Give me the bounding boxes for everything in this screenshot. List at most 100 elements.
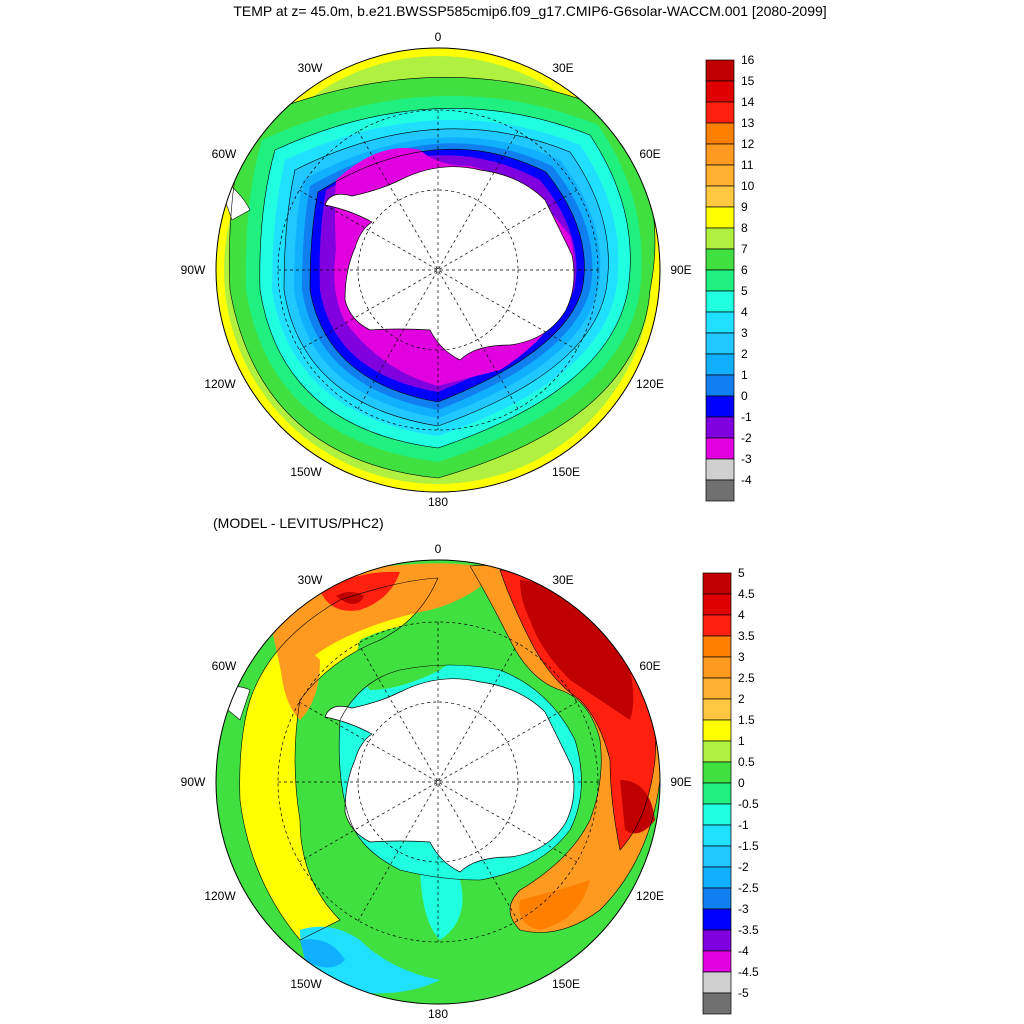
- temperature-colorbar-label: 5: [741, 284, 748, 298]
- temperature-colorbar-label: 9: [741, 200, 748, 214]
- temperature-colorbar-swatch: [705, 458, 735, 481]
- bottom-lon-label-180: 180: [428, 1007, 448, 1021]
- temperature-colorbar-swatch: [705, 332, 735, 355]
- top-lon-label-180: 180: [428, 495, 448, 509]
- temperature-colorbar-swatch: [705, 374, 735, 397]
- difference-colorbar-swatch: [702, 971, 732, 994]
- difference-colorbar-swatch: [702, 635, 732, 658]
- bottom-lon-label-90e: 90E: [670, 775, 691, 789]
- top-lon-label-90e: 90E: [670, 263, 691, 277]
- difference-colorbar-swatch: [702, 929, 732, 952]
- difference-colorbar-label: -1: [738, 818, 749, 832]
- bottom-lon-label-150e: 150E: [552, 977, 580, 991]
- graticule-bottom: [277, 621, 599, 943]
- top-lon-label-150w: 150W: [290, 465, 322, 479]
- longitude-labels: 0 30E 60E 90E 120E 150E 180 150W 120W 90W 60W 30W 0 3…: [181, 30, 692, 1021]
- top-lon-label-60e: 60E: [639, 147, 660, 161]
- difference-colorbar-swatch: [702, 656, 732, 679]
- temperature-colorbar-swatch: [705, 59, 735, 82]
- difference-colorbar-label: 4.5: [738, 587, 755, 601]
- top-lon-label-30w: 30W: [298, 61, 323, 75]
- bottom-lon-label-30w: 30W: [298, 573, 323, 587]
- difference-colorbar-swatch: [702, 572, 732, 595]
- temperature-colorbar-label: 11: [741, 158, 754, 172]
- difference-colorbar-label: 5: [738, 566, 745, 580]
- temperature-colorbar-label: 0: [741, 389, 748, 403]
- difference-colorbar-swatch: [702, 614, 732, 637]
- difference-colorbar-label: -3.5: [738, 923, 759, 937]
- temperature-colorbar-label: 2: [741, 347, 748, 361]
- bottom-lon-label-60w: 60W: [212, 659, 237, 673]
- graticule-top: [277, 109, 599, 431]
- bottom-lon-label-150w: 150W: [290, 977, 322, 991]
- temperature-colorbar-swatch: [705, 206, 735, 229]
- difference-colorbar-label: -1.5: [738, 839, 759, 853]
- difference-colorbar-label: 3: [738, 650, 745, 664]
- difference-colorbar-label: 2: [738, 692, 745, 706]
- difference-colorbar-swatch: [702, 866, 732, 889]
- difference-colorbar-label: 0: [738, 776, 745, 790]
- difference-colorbar-label: -0.5: [738, 797, 759, 811]
- difference-colorbar-swatch: [702, 803, 732, 826]
- difference-colorbar-label: -4: [738, 944, 749, 958]
- temperature-colorbar-swatch: [705, 353, 735, 376]
- temperature-colorbar-label: 13: [741, 116, 755, 130]
- temperature-colorbar-label: -2: [741, 431, 752, 445]
- difference-colorbar-label: 1.5: [738, 713, 755, 727]
- difference-colorbar-swatch: [702, 677, 732, 700]
- difference-colorbar-label: -2: [738, 860, 749, 874]
- difference-map: [215, 559, 661, 1005]
- difference-colorbar-label: 2.5: [738, 671, 755, 685]
- top-lon-label-120w: 120W: [204, 377, 236, 391]
- difference-colorbar-swatch: [702, 908, 732, 931]
- temperature-colorbar-swatch: [705, 269, 735, 292]
- figure-title: TEMP at z= 45.0m, b.e21.BWSSP585cmip6.f0…: [233, 3, 827, 19]
- temperature-colorbar-label: 14: [741, 95, 755, 109]
- temperature-colorbar-swatch: [705, 479, 735, 502]
- difference-colorbar-swatch: [702, 845, 732, 868]
- temperature-colorbar-label: 6: [741, 263, 748, 277]
- temperature-colorbar-label: 7: [741, 242, 748, 256]
- temperature-colorbar-label: 8: [741, 221, 748, 235]
- temperature-colorbar-swatch: [705, 101, 735, 124]
- bottom-lon-label-120w: 120W: [204, 889, 236, 903]
- temperature-colorbar-swatch: [705, 290, 735, 313]
- difference-colorbar-label: -5: [738, 986, 749, 1000]
- difference-colorbar-label: 1: [738, 734, 745, 748]
- top-lon-label-150e: 150E: [552, 465, 580, 479]
- temperature-colorbar-swatch: [705, 143, 735, 166]
- top-lon-label-120e: 120E: [636, 377, 664, 391]
- top-lon-label-90w: 90W: [181, 263, 206, 277]
- bottom-lon-label-90w: 90W: [181, 775, 206, 789]
- antarctica-landmass-top: [324, 166, 575, 361]
- antarctica-landmass-bottom: [324, 678, 575, 873]
- temperature-colorbar-label: 12: [741, 137, 755, 151]
- temperature-colorbar-label: 1: [741, 368, 748, 382]
- difference-colorbar-swatch: [702, 782, 732, 805]
- temperature-colorbar-swatch: [705, 185, 735, 208]
- temperature-colorbar-swatch: [705, 122, 735, 145]
- difference-colorbar-swatch: [702, 740, 732, 763]
- colorbars: 161514131211109876543210-1-2-3-454.543.5…: [702, 53, 759, 1015]
- difference-colorbar-swatch: [702, 824, 732, 847]
- temperature-colorbar-label: -4: [741, 473, 752, 487]
- temperature-colorbar-swatch: [705, 416, 735, 439]
- difference-colorbar-label: 4: [738, 608, 745, 622]
- temperature-colorbar-label: 10: [741, 179, 755, 193]
- temperature-colorbar-swatch: [705, 227, 735, 250]
- difference-colorbar-swatch: [702, 719, 732, 742]
- temperature-colorbar-swatch: [705, 248, 735, 271]
- difference-colorbar-swatch: [702, 992, 732, 1015]
- difference-colorbar-swatch: [702, 950, 732, 973]
- difference-colorbar-label: -4.5: [738, 965, 759, 979]
- difference-colorbar-swatch: [702, 593, 732, 616]
- temperature-colorbar-label: 16: [741, 53, 755, 67]
- bottom-lon-label-0: 0: [435, 542, 442, 556]
- difference-colorbar-swatch: [702, 887, 732, 910]
- temperature-colorbar-swatch: [705, 80, 735, 103]
- top-lon-label-30e: 30E: [552, 61, 573, 75]
- temperature-colorbar-swatch: [705, 395, 735, 418]
- top-lon-label-0: 0: [435, 30, 442, 44]
- difference-colorbar-label: -3: [738, 902, 749, 916]
